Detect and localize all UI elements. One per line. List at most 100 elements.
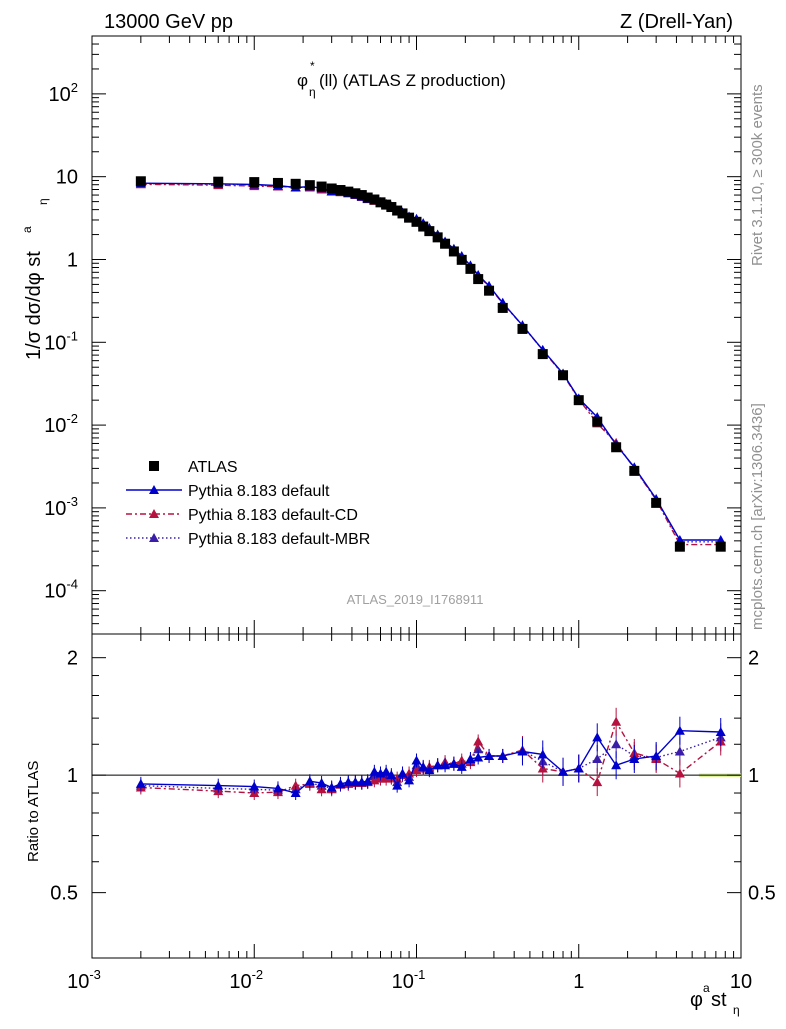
ratio-point xyxy=(497,750,508,760)
rivet-label: Rivet 3.1.10, ≥ 300k events xyxy=(749,84,766,266)
ratio-y-tick-label: 0.5 xyxy=(50,883,78,905)
atlas-point xyxy=(375,197,386,208)
ratio-point xyxy=(674,725,685,735)
legend-marker xyxy=(149,533,159,542)
atlas-point xyxy=(674,541,685,552)
svg-text:η: η xyxy=(36,198,50,205)
atlas-point xyxy=(213,176,224,187)
series-0 xyxy=(135,176,726,552)
atlas-point xyxy=(411,216,422,227)
atlas-point xyxy=(326,183,337,194)
ratio-series-1 xyxy=(135,716,726,801)
atlas-point xyxy=(304,180,315,191)
ratio-point xyxy=(592,754,603,764)
atlas-point xyxy=(448,246,459,257)
atlas-point xyxy=(715,541,726,552)
atlas-point xyxy=(343,186,354,197)
ratio-plot-frame xyxy=(91,633,742,959)
atlas-point xyxy=(397,208,408,219)
atlas-point xyxy=(611,442,622,453)
svg-text:st: st xyxy=(711,989,727,1011)
ratio-point xyxy=(249,781,260,791)
legend-marker xyxy=(149,485,159,494)
x-tick-label: 10 xyxy=(730,971,752,993)
ratio-point xyxy=(537,749,548,759)
plot-title: (ll) (ATLAS Z production) xyxy=(319,71,506,90)
ratio-point xyxy=(381,766,392,776)
ratio-point xyxy=(418,761,429,771)
atlas-point xyxy=(629,465,640,476)
ratio-point xyxy=(448,758,459,768)
ratio-point xyxy=(573,763,584,773)
svg-text:φ: φ xyxy=(690,989,703,1011)
ratio-point xyxy=(611,716,622,726)
legend-entry-1: Pythia 8.183 default xyxy=(126,483,330,500)
atlas-point xyxy=(573,395,584,406)
ratio-point xyxy=(135,778,146,788)
ratio-point xyxy=(473,736,484,746)
svg-text:1/σ dσ/dφ st: 1/σ dσ/dφ st xyxy=(23,251,45,360)
legend-label: Pythia 8.183 default-CD xyxy=(188,507,358,524)
atlas-point xyxy=(316,181,327,192)
svg-text:a: a xyxy=(703,981,710,995)
ratio-point xyxy=(392,780,403,790)
atlas-point xyxy=(440,238,451,249)
ratio-point xyxy=(335,778,346,788)
watermark: ATLAS_2019_I1768911 xyxy=(347,592,484,607)
legend-entry-2: Pythia 8.183 default-CD xyxy=(126,507,358,524)
legend-entry-3: Pythia 8.183 default-MBR xyxy=(126,531,370,548)
plot-title-sup: * xyxy=(310,59,315,73)
atlas-point xyxy=(592,416,603,427)
svg-text:η: η xyxy=(733,1003,740,1017)
ratio-point xyxy=(343,777,354,787)
y-tick-label: 1 xyxy=(67,249,78,271)
atlas-point xyxy=(473,274,484,285)
ratio-point xyxy=(715,727,726,737)
atlas-point xyxy=(392,205,403,216)
atlas-point xyxy=(335,185,346,196)
x-tick-label: 10-1 xyxy=(392,967,426,993)
ratio-point xyxy=(272,783,283,793)
legend-label: Pythia 8.183 default xyxy=(188,483,330,500)
x-axis-label: φ a st η xyxy=(690,981,740,1017)
legend-marker xyxy=(149,461,159,471)
legend-label: ATLAS xyxy=(188,459,238,476)
atlas-point xyxy=(537,349,548,360)
ratio-point xyxy=(440,760,451,770)
ratio-point xyxy=(611,739,622,749)
y-tick-label: 10-1 xyxy=(44,328,78,354)
x-tick-label: 1 xyxy=(573,971,584,993)
ratio-point xyxy=(517,746,528,756)
ratio-point xyxy=(304,776,315,786)
ratio-point xyxy=(397,768,408,778)
atlas-point xyxy=(135,176,146,187)
ratio-y-label: Ratio to ATLAS xyxy=(25,761,42,862)
x-tick-label: 10-3 xyxy=(67,967,101,993)
header-left-label: 13000 GeV pp xyxy=(104,11,233,33)
y-tick-label: 10-3 xyxy=(44,494,78,520)
ratio-point xyxy=(484,750,495,760)
ratio-point xyxy=(290,788,301,798)
atlas-point xyxy=(497,302,508,313)
ratio-point xyxy=(674,746,685,756)
y-tick-label: 102 xyxy=(49,80,78,106)
atlas-point xyxy=(432,232,443,243)
legend-label: Pythia 8.183 default-MBR xyxy=(188,531,370,548)
atlas-point xyxy=(356,190,367,201)
atlas-point xyxy=(369,194,380,205)
plot-title-symbol: φ xyxy=(297,71,308,90)
atlas-point xyxy=(404,212,415,223)
atlas-point xyxy=(381,199,392,210)
legend-marker xyxy=(149,509,159,518)
atlas-point xyxy=(456,254,467,265)
atlas-point xyxy=(418,221,429,232)
y-tick-label: 10-2 xyxy=(44,411,78,437)
plot-title-sub: η xyxy=(309,85,316,99)
atlas-point xyxy=(362,192,373,203)
ratio-point xyxy=(362,776,373,786)
ratio-point xyxy=(432,760,443,770)
atlas-point xyxy=(558,370,569,381)
atlas-point xyxy=(272,177,283,188)
atlas-point xyxy=(386,202,397,213)
